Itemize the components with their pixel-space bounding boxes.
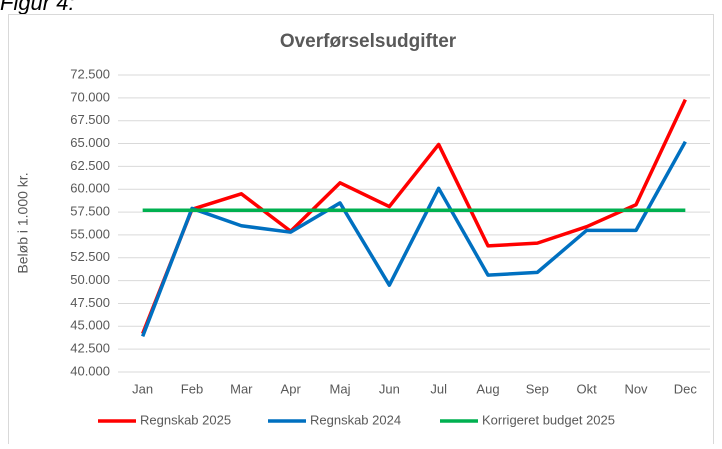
x-tick-label: Nov	[624, 381, 648, 396]
x-tick-label: Mar	[230, 381, 253, 396]
legend-label: Regnskab 2024	[310, 412, 401, 427]
y-tick-label: 67.500	[70, 112, 110, 127]
y-tick-label: 62.500	[70, 158, 110, 173]
y-tick-label: 45.000	[70, 318, 110, 333]
series-line	[141, 140, 687, 337]
chart-title: Overførselsudgifter	[280, 31, 457, 52]
y-tick-label: 40.000	[70, 363, 110, 378]
x-tick-label: Jul	[430, 381, 447, 396]
y-tick-label: 72.500	[70, 66, 110, 81]
x-tick-label: Okt	[577, 381, 598, 396]
y-tick-label: 65.000	[70, 135, 110, 150]
x-tick-label: Apr	[281, 381, 302, 396]
y-tick-label: 55.000	[70, 226, 110, 241]
x-tick-label: Aug	[476, 381, 499, 396]
y-tick-label: 47.500	[70, 295, 110, 310]
series-line	[141, 98, 687, 335]
y-tick-label: 52.500	[70, 249, 110, 264]
y-tick-label: 70.000	[70, 89, 110, 104]
x-tick-label: Feb	[181, 381, 203, 396]
x-tick-label: Jan	[132, 381, 153, 396]
legend-label: Regnskab 2025	[140, 412, 231, 427]
x-tick-label: Maj	[330, 381, 351, 396]
x-tick-label: Jun	[379, 381, 400, 396]
y-tick-label: 42.500	[70, 341, 110, 356]
y-tick-label: 50.000	[70, 272, 110, 287]
caption: Figur 4:	[0, 0, 75, 15]
legend-label: Korrigeret budget 2025	[482, 412, 615, 427]
x-tick-label: Dec	[674, 381, 698, 396]
y-tick-label: 60.000	[70, 181, 110, 196]
y-tick-label: 57.500	[70, 204, 110, 219]
y-axis-label: Beløb i 1.000 kr.	[15, 172, 31, 273]
x-tick-label: Sep	[526, 381, 549, 396]
